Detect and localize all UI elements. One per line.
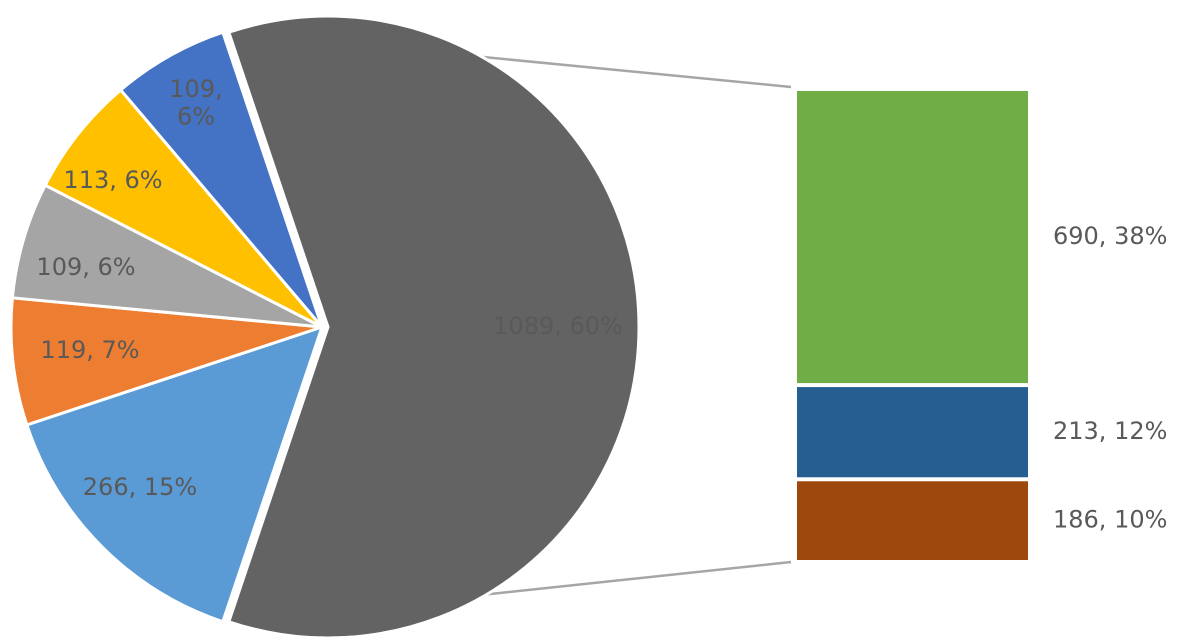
pie-slice <box>226 14 641 637</box>
bar-segment-label: 186, 10% <box>1053 506 1167 534</box>
stacked-bar <box>797 91 1028 560</box>
pie-slice-label: 109, 6% <box>36 253 135 281</box>
pie-slice-label: 109, 6% <box>169 75 222 131</box>
bar-segment <box>797 387 1028 478</box>
bar-segment <box>797 91 1028 384</box>
bar-segment-label: 213, 12% <box>1053 417 1167 445</box>
pie-slice-label: 113, 6% <box>63 166 162 194</box>
pie-slice <box>118 30 324 328</box>
pie-slice-label: 1089, 60% <box>493 312 623 340</box>
pie-slice-label: 119, 7% <box>40 336 139 364</box>
bar-segment-label: 690, 38% <box>1053 222 1167 250</box>
pie-chart <box>9 14 641 637</box>
pie-slice <box>43 87 324 329</box>
data-labels: 1089, 60% 266, 15% 119, 7% 109, 6% 113, 6% 10… <box>36 75 1167 534</box>
pie-slice-label: 266, 15% <box>83 473 197 501</box>
bar-segment <box>797 481 1028 560</box>
pie-slice <box>9 296 323 427</box>
pie-slice <box>10 183 323 329</box>
